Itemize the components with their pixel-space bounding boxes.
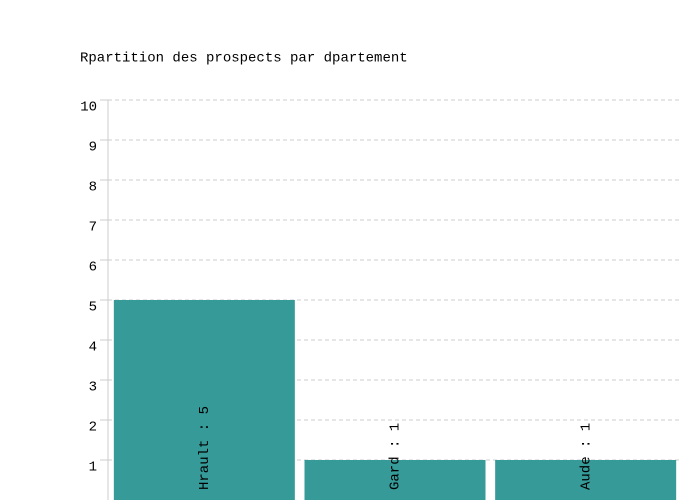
- y-tick-label: 5: [89, 300, 97, 316]
- bar: [495, 460, 677, 500]
- y-tick-label: 2: [89, 420, 97, 436]
- bar-label: Gard : 1: [388, 423, 404, 490]
- y-tick-label: 6: [89, 260, 97, 276]
- y-tick-label: 1: [89, 460, 97, 476]
- chart-title: Rpartition des prospects par dpartement: [80, 51, 408, 67]
- y-tick-label: 3: [89, 380, 97, 396]
- y-tick-label: 10: [80, 100, 97, 116]
- y-tick-label: 9: [89, 140, 97, 156]
- y-tick-label: 8: [89, 180, 97, 196]
- bar: [113, 300, 295, 500]
- y-tick-label: 4: [89, 340, 97, 356]
- bar-label: Aude : 1: [578, 423, 594, 490]
- bar: [304, 460, 486, 500]
- bar-label: Hrault : 5: [197, 406, 213, 490]
- y-tick-label: 7: [89, 220, 97, 236]
